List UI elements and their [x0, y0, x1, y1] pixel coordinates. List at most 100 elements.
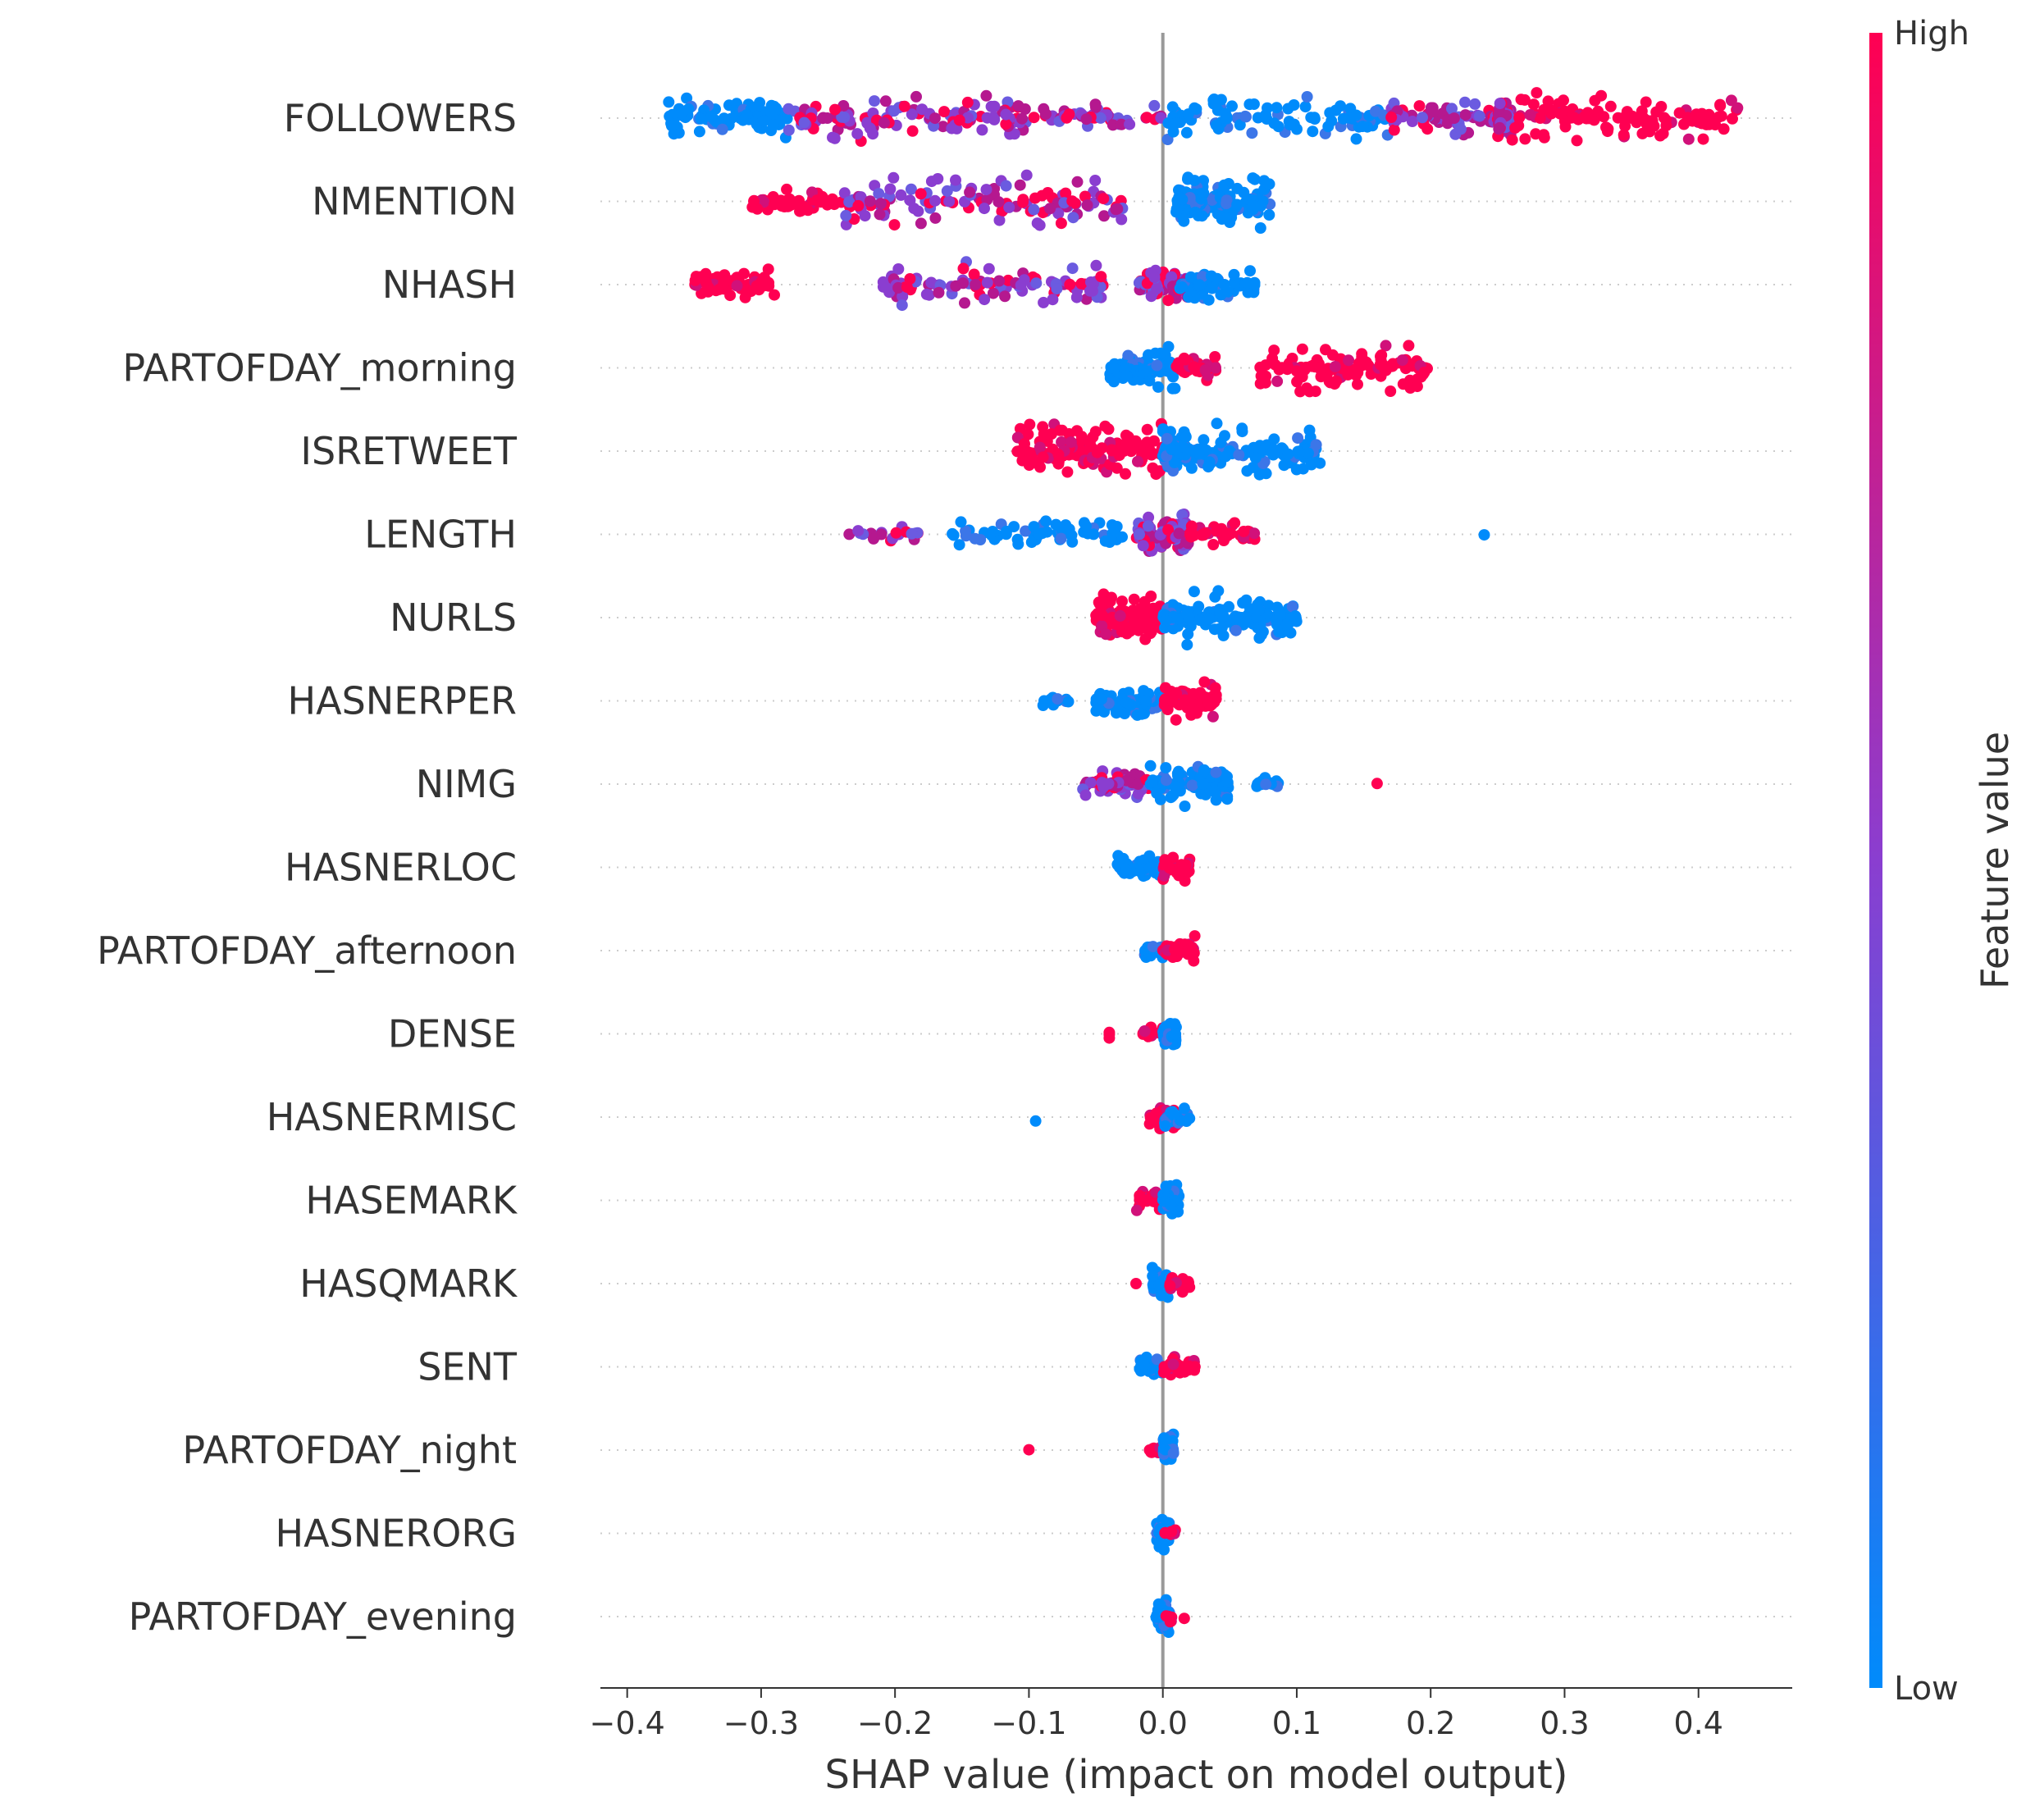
shap-dot [1095, 271, 1107, 283]
shap-dot [1342, 368, 1354, 381]
shap-dot [875, 528, 888, 541]
shap-dot [1193, 279, 1206, 291]
shap-dot [1221, 112, 1233, 125]
feature-row-dots [1111, 850, 1196, 887]
shap-dot [762, 263, 774, 276]
shap-dot [1388, 124, 1400, 136]
shap-dot [1170, 687, 1183, 700]
shap-dot [1159, 1526, 1171, 1539]
shap-dot [1538, 131, 1550, 144]
shap-dot [1028, 203, 1040, 216]
shap-dot [1067, 212, 1079, 224]
shap-dot [1534, 112, 1546, 124]
shap-dot [1357, 121, 1369, 133]
shap-dot [980, 89, 992, 102]
feature-row-dots [1130, 1179, 1185, 1220]
shap-dot [1055, 217, 1067, 230]
shap-dot [1247, 199, 1259, 212]
shap-dot [855, 191, 867, 203]
shap-dot [941, 185, 953, 197]
shap-dot [1008, 128, 1020, 140]
shap-dot [1020, 525, 1032, 537]
shap-dot [1709, 114, 1720, 125]
shap-dot [1144, 862, 1157, 874]
feature-row-dots [1151, 1513, 1181, 1556]
shap-dot [867, 128, 879, 140]
feature-label: HASEMARK [305, 1179, 518, 1223]
shap-dot [1238, 186, 1250, 198]
shap-dot [769, 289, 780, 301]
shap-dot [1230, 624, 1242, 636]
shap-dot [1158, 1544, 1170, 1556]
feature-label: NMENTION [312, 180, 517, 224]
shap-dot [851, 128, 864, 140]
shap-dot [1695, 117, 1708, 130]
shap-dot [1189, 930, 1201, 942]
shap-dot [1248, 98, 1260, 110]
shap-dot [1352, 362, 1364, 374]
shap-dot [884, 183, 897, 195]
shap-dot [1203, 613, 1216, 625]
shap-dot [1352, 378, 1363, 390]
shap-dot [1153, 1279, 1166, 1292]
shap-dot [874, 208, 886, 221]
shap-dot [1017, 194, 1029, 206]
shap-dot [1206, 282, 1218, 294]
shap-dot [1090, 705, 1102, 717]
shap-dot [1426, 106, 1439, 118]
shap-dot [1091, 446, 1103, 458]
colorbar-title: Feature value [1973, 732, 2017, 989]
shap-dot [1197, 778, 1209, 790]
shap-dot [906, 125, 919, 137]
shap-dot [906, 527, 918, 540]
shap-dot [980, 184, 992, 196]
shap-dot [1248, 441, 1260, 454]
shap-dot [933, 286, 945, 299]
shap-dot [1254, 361, 1266, 373]
shap-dot [1278, 459, 1290, 472]
shap-dot [1089, 98, 1102, 111]
shap-dot [1220, 212, 1232, 224]
shap-dot [1170, 117, 1182, 130]
shap-dot [1284, 119, 1296, 131]
shap-dot [663, 96, 675, 108]
shap-dot [1182, 171, 1194, 184]
colorbar-high-label: High [1894, 15, 1969, 52]
shap-dot [1066, 195, 1079, 208]
shap-dot [1160, 1180, 1172, 1193]
shap-dot [1052, 208, 1065, 220]
shap-dot [915, 188, 927, 200]
shap-dot [1137, 540, 1149, 552]
shap-dot [896, 299, 908, 312]
shap-dot [1085, 276, 1097, 288]
shap-dot [1180, 431, 1192, 443]
shap-dot [1152, 381, 1164, 393]
shap-dot [1061, 112, 1073, 124]
shap-dot [968, 268, 980, 281]
shap-dot [950, 280, 962, 292]
shap-dot [1212, 585, 1225, 597]
shap-dot [1019, 438, 1030, 450]
shap-dot [1280, 618, 1293, 631]
x-tick-label: −0.1 [991, 1705, 1066, 1741]
feature-label: FOLLOWERS [284, 96, 517, 140]
feature-label: PARTOFDAY_afternoon [97, 928, 517, 973]
shap-dot [1108, 363, 1120, 375]
shap-dot [1648, 120, 1660, 132]
shap-dot [1031, 217, 1043, 230]
shap-dot [943, 195, 956, 208]
shap-dot [739, 291, 751, 303]
shap-dot [1459, 109, 1472, 121]
shap-dot [1167, 851, 1180, 864]
shap-dot [932, 173, 944, 185]
shap-dot [1190, 707, 1202, 719]
shap-dot [1248, 173, 1261, 185]
feature-row-dots [1029, 1102, 1196, 1135]
shap-dot [1120, 864, 1132, 876]
shap-dot [1604, 100, 1617, 112]
shap-dot [1080, 113, 1093, 125]
shap-dot [1039, 108, 1052, 120]
shap-dot [1282, 448, 1294, 460]
shap-dot [1183, 1360, 1195, 1372]
